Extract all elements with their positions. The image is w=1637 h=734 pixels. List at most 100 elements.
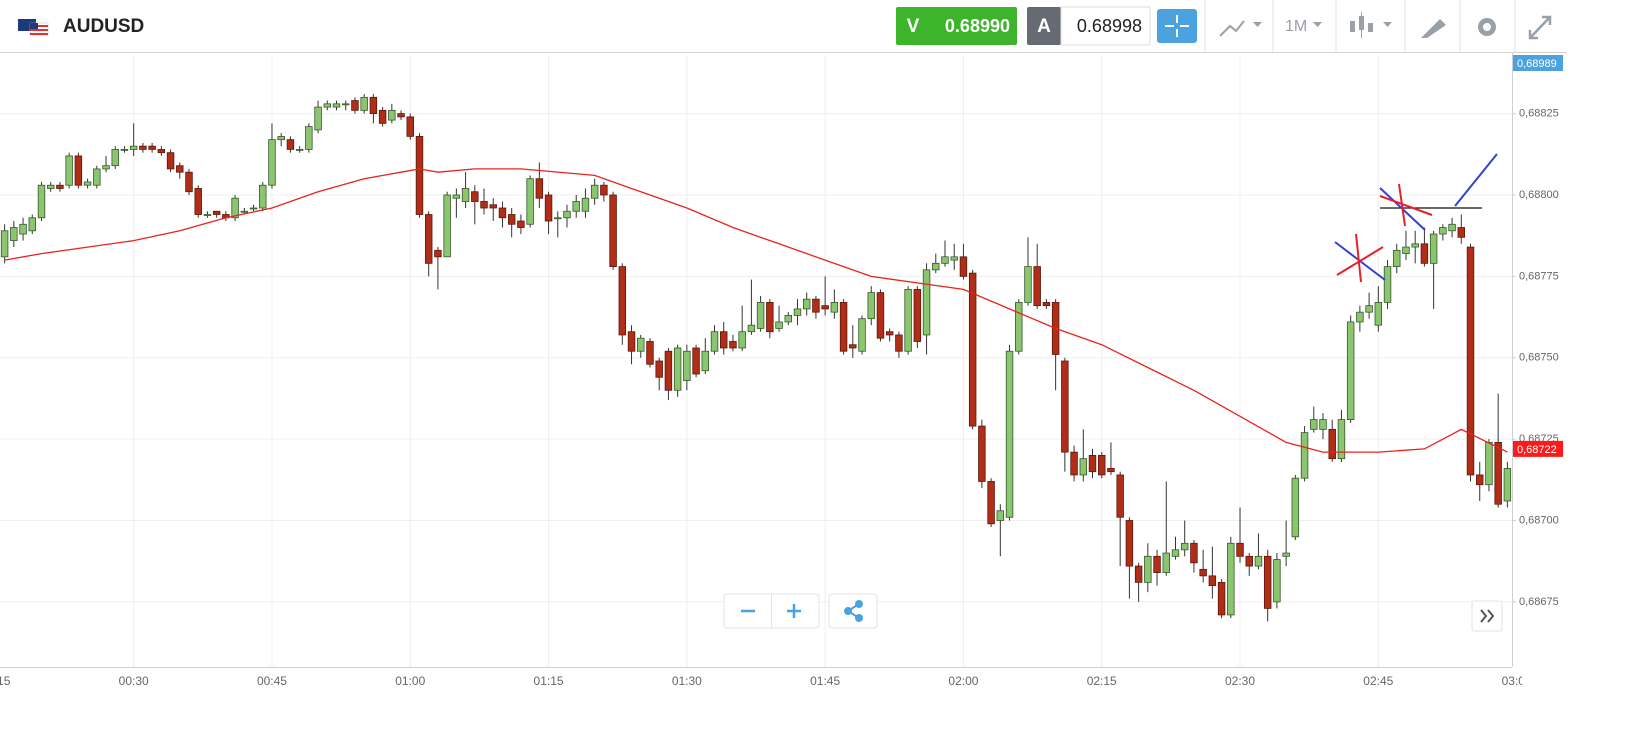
y-tick-label: 0,68750 — [1519, 352, 1559, 364]
candle-body — [839, 302, 848, 352]
candle-body — [1319, 419, 1327, 430]
sell-label: V — [907, 16, 920, 37]
candle-body — [397, 113, 405, 118]
sell-button[interactable] — [896, 7, 1017, 45]
candle-body — [609, 194, 617, 267]
candle-body — [231, 197, 239, 219]
candle-body — [129, 145, 138, 150]
x-tick-label: 02:00 — [948, 674, 978, 688]
candle-body — [1042, 302, 1051, 307]
candle-body — [987, 481, 995, 525]
x-tick-label: 02:30 — [1225, 674, 1255, 688]
candle-body — [1088, 455, 1097, 473]
candle-body — [1503, 468, 1512, 502]
candle-body — [0, 230, 9, 258]
candle-body — [10, 227, 18, 241]
x-tick-label: 03:00 — [1502, 674, 1532, 688]
candle-body — [166, 152, 175, 170]
x-tick-label: 01:15 — [534, 674, 564, 688]
crosshair-button[interactable] — [1157, 9, 1197, 43]
y-tick-label: 0,68675 — [1519, 596, 1559, 608]
candle-body — [821, 305, 829, 310]
candle-body — [249, 207, 258, 210]
y-axis: 0,686750,687000,687250,687500,687750,688… — [1512, 55, 1563, 608]
candle-body — [351, 100, 359, 111]
candle-body — [535, 178, 544, 199]
candle-body — [1448, 223, 1456, 232]
buy-price-box[interactable] — [1060, 6, 1151, 46]
candle-body — [793, 308, 802, 316]
buy-button[interactable] — [1027, 7, 1061, 45]
candle-body — [1079, 458, 1088, 476]
candle-body — [1153, 555, 1161, 573]
x-tick-label: 01:45 — [810, 674, 840, 688]
timeframe[interactable]: 1M — [1285, 18, 1307, 35]
fullscreen-button[interactable] — [1528, 15, 1552, 40]
candle-body — [74, 155, 83, 186]
draw-button[interactable] — [1421, 19, 1446, 38]
candle-body — [1494, 441, 1502, 505]
price-marker-label: 0,68722 — [1517, 444, 1557, 456]
candle-body — [277, 135, 285, 141]
sell-price: 0.68990 — [945, 16, 1010, 36]
candle-body — [314, 106, 322, 131]
candle-body — [895, 334, 903, 352]
candle-body — [756, 302, 765, 329]
candle-body — [738, 331, 746, 349]
candle-body — [185, 171, 193, 193]
candle-body — [1208, 575, 1217, 587]
x-axis: 00:15 00:30 00:45 01:00 01:15 01:30 01:45 02:00… — [0, 674, 1532, 688]
share-button[interactable] — [828, 593, 878, 629]
candle-body — [968, 272, 977, 427]
price-marker-label: 0,68989 — [1517, 58, 1557, 70]
zoom-in[interactable] — [787, 604, 801, 618]
candle-body — [1346, 321, 1355, 420]
candle-body — [1199, 568, 1207, 577]
candle-body — [683, 350, 691, 381]
moving-average — [4, 168, 1508, 453]
candle-body — [563, 210, 571, 219]
candle-body — [950, 256, 958, 261]
candle-body — [120, 149, 129, 151]
candle-body — [1005, 350, 1014, 518]
candle-body — [1033, 266, 1041, 307]
candle-body — [37, 184, 46, 219]
candle-body — [600, 184, 608, 196]
candle-body — [1300, 432, 1309, 479]
candle-body — [1254, 555, 1263, 567]
candle-body — [102, 165, 110, 170]
candle-type-button[interactable] — [1350, 12, 1392, 38]
candle-body — [904, 288, 912, 352]
candle-body — [581, 197, 590, 212]
candle-body — [1015, 302, 1023, 352]
candle-body — [388, 109, 396, 121]
candle-body — [1420, 243, 1429, 264]
candle-body — [342, 103, 350, 106]
candle-body — [1217, 581, 1226, 616]
candle-body — [1227, 542, 1235, 616]
candle-body — [729, 341, 737, 349]
candle-body — [996, 510, 1005, 521]
scroll-right-button[interactable] — [1471, 600, 1503, 632]
candle-body — [1107, 468, 1115, 473]
candle-body — [424, 214, 433, 264]
settings-button[interactable] — [1478, 18, 1496, 36]
candle-body — [1328, 428, 1336, 460]
candle-body — [1356, 311, 1364, 323]
candle-body — [1134, 565, 1143, 583]
candle-body — [637, 337, 645, 352]
candle-body — [655, 360, 663, 378]
candle-body — [1144, 555, 1152, 583]
candle-body — [1116, 474, 1124, 518]
candle-body — [1245, 555, 1253, 567]
candle-body — [1070, 451, 1078, 476]
x-tick-label: 02:15 — [1087, 674, 1117, 688]
candle-body — [554, 217, 562, 220]
candle-body — [673, 347, 682, 391]
y-tick-label: 0,68825 — [1519, 108, 1559, 120]
candle-body — [1125, 520, 1134, 567]
candle-body — [1466, 246, 1475, 476]
chart-type-button[interactable] — [1219, 20, 1262, 37]
candle-body — [443, 194, 451, 258]
